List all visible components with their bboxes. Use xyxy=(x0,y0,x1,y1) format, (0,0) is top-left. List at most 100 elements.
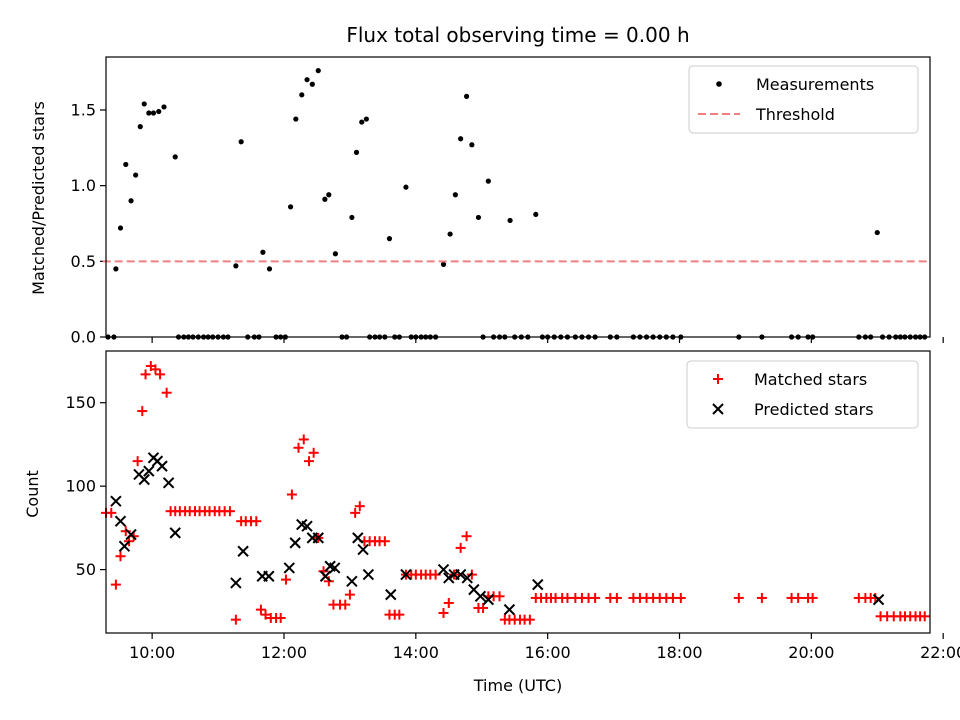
star-count-panel: Count Time (UTC) 50 100 150 10:00 12:00 14:00… xyxy=(23,350,960,695)
predicted-star-stroke-b xyxy=(474,590,487,602)
matched-star-marker xyxy=(155,369,166,380)
predicted-star-stroke-b xyxy=(468,583,480,596)
matched-star-marker xyxy=(443,597,454,608)
matched-star-marker xyxy=(455,542,466,553)
top-y-tick-label: 1.5 xyxy=(71,100,96,119)
matched-star-marker xyxy=(230,614,241,625)
predicted-star-stroke-b xyxy=(156,460,168,472)
measurement-point xyxy=(133,172,139,178)
predicted-star-marker xyxy=(301,520,313,532)
matched-star-marker xyxy=(304,456,315,467)
matched-star-marker xyxy=(140,369,151,380)
measurement-point xyxy=(447,231,453,237)
top-y-axis-label: Matched/Predicted stars xyxy=(29,101,48,295)
measurement-point xyxy=(315,68,321,74)
measurement-point xyxy=(128,198,134,204)
matched-star-marker xyxy=(260,609,271,620)
matched-star-marker xyxy=(323,576,334,587)
bottom-plot-area xyxy=(101,361,930,625)
legend-measurements-label: Measurements xyxy=(756,75,874,94)
top-y-tick-label: 0.5 xyxy=(71,252,96,271)
predicted-star-stroke-b xyxy=(532,578,544,591)
measurement-point xyxy=(117,225,124,231)
matched-star-marker xyxy=(733,592,744,603)
measurement-point xyxy=(507,217,513,224)
matched-star-marker xyxy=(286,489,297,500)
predicted-star-marker xyxy=(385,588,397,601)
measurement-point xyxy=(874,229,880,236)
measurement-point xyxy=(172,154,178,160)
bottom-x-tick-label: 16:00 xyxy=(525,643,571,662)
measurement-point xyxy=(353,149,360,155)
measurement-point xyxy=(463,93,470,99)
predicted-star-stroke-b xyxy=(283,562,295,574)
top-axes-frame xyxy=(105,56,931,338)
predicted-star-stroke-b xyxy=(872,593,885,606)
matched-star-marker xyxy=(756,592,767,603)
predicted-star-stroke-b xyxy=(329,562,341,574)
bottom-y-axis-label: Count xyxy=(23,470,42,518)
measurement-point xyxy=(293,116,299,122)
predicted-star-marker xyxy=(237,545,249,557)
measurement-point xyxy=(233,263,239,269)
predicted-star-stroke-b xyxy=(319,570,332,582)
predicted-star-stroke-b xyxy=(482,593,495,606)
matched-star-marker xyxy=(344,589,355,600)
measurement-point xyxy=(309,81,315,87)
predicted-star-marker xyxy=(872,593,885,606)
predicted-star-stroke-b xyxy=(443,572,455,584)
predicted-star-marker xyxy=(319,570,332,582)
chart-title: Flux total observing time = 0.00 h xyxy=(346,23,689,47)
bottom-axes-frame xyxy=(105,350,931,634)
bottom-x-tick-label: 10:00 xyxy=(129,643,175,662)
matched-star-marker xyxy=(354,501,365,512)
measurement-point xyxy=(113,266,119,272)
matched-star-marker xyxy=(161,387,172,398)
legend-matched-marker xyxy=(713,374,723,384)
matched-star-marker xyxy=(379,536,390,547)
measurement-point xyxy=(146,110,152,116)
predicted-star-stroke-b xyxy=(263,570,275,582)
predicted-star-marker xyxy=(329,562,341,574)
legend-threshold-label: Threshold xyxy=(755,105,835,124)
measurement-point xyxy=(260,249,266,255)
top-legend-box xyxy=(688,65,919,134)
matched-star-marker xyxy=(590,592,601,603)
matched-star-marker xyxy=(340,599,351,610)
predicted-star-stroke-b xyxy=(437,563,450,576)
predicted-star-marker xyxy=(230,577,242,589)
matched-star-marker xyxy=(350,507,361,518)
matched-star-marker xyxy=(394,609,405,620)
predicted-star-stroke-b xyxy=(461,572,473,584)
predicted-star-stroke-b xyxy=(143,465,155,477)
legend-measurements-marker xyxy=(716,81,722,87)
measurement-point xyxy=(475,214,482,221)
legend-predicted-label: Predicted stars xyxy=(754,400,874,419)
predicted-star-stroke-b xyxy=(312,532,324,544)
predicted-star-marker xyxy=(532,578,544,591)
predicted-star-stroke-b xyxy=(133,468,145,481)
measurement-point xyxy=(266,266,273,272)
matched-star-marker xyxy=(150,364,161,375)
measurement-point xyxy=(150,110,157,116)
predicted-star-stroke-b xyxy=(357,543,369,556)
predicted-star-stroke-b xyxy=(138,473,150,486)
measurement-point xyxy=(141,101,147,107)
predicted-star-marker xyxy=(400,568,412,581)
predicted-star-marker xyxy=(125,528,137,541)
predicted-star-stroke-b xyxy=(289,537,301,549)
predicted-star-marker xyxy=(503,603,516,616)
matched-star-marker xyxy=(251,516,262,527)
measurement-point xyxy=(386,236,393,242)
measurement-point xyxy=(332,251,339,257)
predicted-star-stroke-b xyxy=(454,568,467,581)
bottom-x-tick-label: 14:00 xyxy=(393,643,439,662)
flux-ratio-panel: Flux total observing time = 0.00 h Match… xyxy=(29,23,944,347)
predicted-star-marker xyxy=(346,575,358,587)
measurement-point xyxy=(469,142,475,148)
predicted-star-stroke-b xyxy=(169,527,181,539)
predicted-star-marker xyxy=(362,568,375,581)
matched-star-marker xyxy=(524,614,535,625)
predicted-star-marker xyxy=(454,568,467,581)
